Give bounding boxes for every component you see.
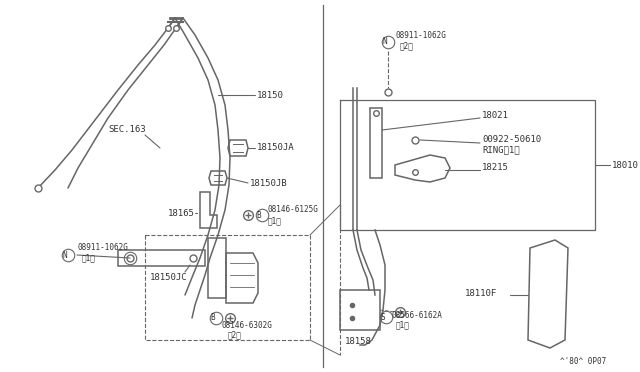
Text: 18158: 18158 bbox=[345, 337, 372, 346]
Text: （1）: （1） bbox=[82, 253, 96, 263]
Text: 08146-6302G: 08146-6302G bbox=[222, 321, 273, 330]
Text: S: S bbox=[381, 312, 385, 321]
Text: 〈1〉: 〈1〉 bbox=[268, 217, 282, 225]
Text: 18150JB: 18150JB bbox=[250, 179, 287, 187]
Text: B: B bbox=[257, 211, 261, 219]
Text: 18150JA: 18150JA bbox=[257, 144, 294, 153]
Text: （1）: （1） bbox=[396, 321, 410, 330]
Text: N: N bbox=[63, 250, 67, 260]
Text: 18021: 18021 bbox=[482, 110, 509, 119]
Text: 08566-6162A: 08566-6162A bbox=[392, 311, 443, 320]
Text: 18110F: 18110F bbox=[465, 289, 497, 298]
Text: 00922-50610: 00922-50610 bbox=[482, 135, 541, 144]
Text: RING（1）: RING（1） bbox=[482, 145, 520, 154]
Text: 08146-6125G: 08146-6125G bbox=[268, 205, 319, 215]
Text: 18150JC: 18150JC bbox=[150, 273, 188, 282]
Text: SEC.163: SEC.163 bbox=[108, 125, 146, 135]
Text: 08911-1062G: 08911-1062G bbox=[78, 244, 129, 253]
Text: B: B bbox=[211, 314, 215, 323]
Text: （2）: （2） bbox=[400, 42, 414, 51]
Text: 18010: 18010 bbox=[612, 160, 639, 170]
Text: N: N bbox=[383, 38, 387, 46]
Text: 18165: 18165 bbox=[168, 208, 195, 218]
Text: （2）: （2） bbox=[228, 330, 242, 340]
Text: 18215: 18215 bbox=[482, 164, 509, 173]
Text: ^'80^ 0P07: ^'80^ 0P07 bbox=[560, 357, 606, 366]
Text: 18150: 18150 bbox=[257, 90, 284, 99]
Text: 08911-1062G: 08911-1062G bbox=[395, 31, 446, 39]
